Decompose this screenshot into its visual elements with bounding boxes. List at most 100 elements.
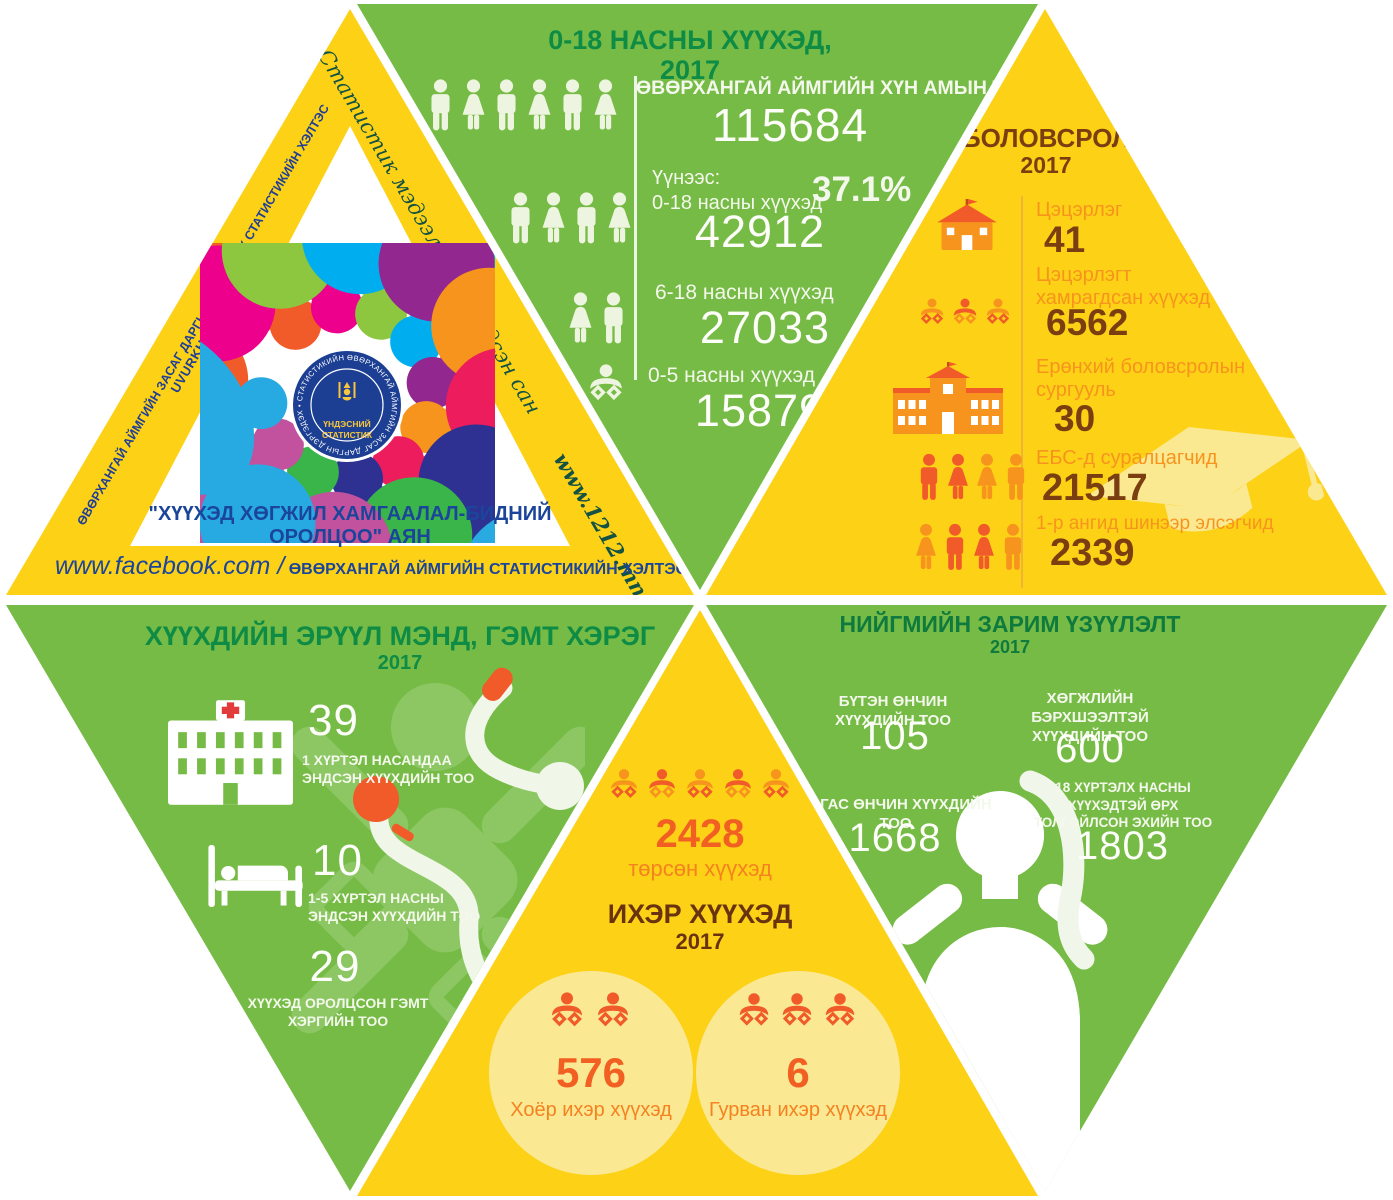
pictogram-infant	[585, 364, 627, 404]
person-male-icon	[941, 514, 969, 580]
of-which-label: Үүнээс:	[652, 167, 721, 189]
pictogram-adults	[425, 73, 621, 137]
school-icon	[893, 362, 1003, 434]
pictogram-children	[565, 286, 629, 350]
total-population-value: 115684	[711, 99, 869, 151]
nso-emblem: ӨВӨРХАНГАЙ АЙМГИЙН ЗАСАГ ДАРГЫН ДЭРГЭДЭХ…	[290, 348, 404, 462]
baby-icon	[983, 298, 1013, 327]
baby-icon	[721, 760, 755, 810]
person-female-icon	[590, 73, 621, 137]
baby-icon	[683, 760, 717, 810]
single-mothers-label: 18 ХҮРТЭЛХ НАСНЫ ХҮҮХЭДТЭЙ ӨРХ ТОЛГОЙЛСО…	[1033, 780, 1213, 831]
age-6-18-value: 27033	[699, 302, 831, 353]
baby-icon	[759, 760, 793, 810]
person-female-icon	[944, 444, 972, 510]
health-year: 2017	[377, 652, 423, 674]
secondary-school-label: Ерөнхий боловсролын сургууль	[1036, 356, 1245, 401]
total-population-label: ӨВӨРХАНГАЙ АЙМГИЙН ХҮН АМЫН ТОО	[636, 77, 1035, 99]
triplets-label: Гурван ихэр хүүхэд	[708, 1099, 887, 1121]
kindergarten-value: 41	[1044, 219, 1086, 260]
hospital-icon	[168, 700, 293, 805]
baby-icon	[778, 987, 816, 1035]
person-female-icon	[524, 73, 555, 137]
students-pictogram	[915, 444, 1030, 510]
triplets-circle: 6 Гурван ихэр хүүхэд	[696, 971, 900, 1175]
crimes-label: ХҮҮХЭД ОРОЛЦСОН ГЭМТ ХЭРГИЙН ТОО	[247, 995, 429, 1029]
baby-icon	[593, 987, 633, 1035]
baby-icon	[645, 760, 679, 810]
baby-icon	[585, 364, 627, 404]
single-mothers-value: 1803	[1076, 824, 1169, 868]
person-female-icon	[912, 514, 940, 580]
social-year: 2017	[989, 637, 1031, 657]
disabled-children-label: ХӨГЖЛИЙН БЭРХШЭЭЛТЭЙ ХҮҮХДИЙН ТОО	[1031, 690, 1149, 745]
twins-circle: 576 Хоёр ихэр хүүхэд	[489, 971, 693, 1175]
facebook-page-text: ӨВӨРХАНГАЙ АЙМГИЙН СТАТИСТИКИЙН ХЭЛТЭС	[288, 561, 688, 578]
facebook-url-text: www.facebook.com /	[55, 552, 285, 580]
kindergarten-label: Цэцэрлэг	[1036, 199, 1123, 221]
first-graders-label: 1-р ангид шинээр элсэгчид	[1036, 513, 1274, 534]
nso-logo: ӨВӨРХАНГАЙ АЙМГИЙН ЗАСАГ ДАРГЫН ДЭРГЭДЭХ…	[200, 243, 495, 543]
twins-title: ИХЭР ХҮҮХЭД	[607, 899, 793, 929]
secondary-school-value: 30	[1054, 398, 1096, 439]
kindergarten-children-label: Цэцэрлэгт хамрагдсан хүүхэд	[1036, 264, 1211, 309]
age-0-5-label: 0-5 насны хүүхэд	[648, 364, 815, 387]
students-value: 21517	[1042, 467, 1148, 509]
baby-icon	[547, 987, 587, 1035]
soyombo-icon	[338, 382, 356, 401]
twins-year: 2017	[675, 928, 725, 954]
disabled-children-value: 600	[1055, 727, 1125, 771]
of-which-block: Үүнээс: 0-18 насны хүүхэд	[652, 166, 822, 216]
bed-icon	[208, 845, 303, 907]
first-graders-value: 2339	[1050, 532, 1135, 574]
born-children-label: төрсөн хүүхэд	[628, 856, 772, 881]
half-orphans-label: ХАГАС ӨНЧИН ХҮҮХДИЙН ТОО	[799, 796, 992, 832]
social-title: НИЙГМИЙН ЗАРИМ ҮЗҮҮЛЭЛТ	[839, 611, 1181, 637]
triplet-babies-pictogram	[735, 987, 859, 1035]
first-graders-pictogram	[912, 514, 1027, 580]
emblem-label-1: ҮНДЭСНИЙ	[323, 418, 370, 429]
person-male-icon	[915, 444, 943, 510]
campaign-title: "ХҮҮХЭД ХӨГЖИЛ ХАМГААЛАЛ-БИДНИЙ ОРОЛЦОО"…	[148, 503, 552, 548]
baby-icon	[917, 298, 947, 327]
twin-babies-pictogram	[547, 987, 633, 1035]
age-0-18-percent: 37.1%	[812, 170, 912, 209]
baby-icon	[950, 298, 980, 327]
babies-pictogram	[917, 298, 1013, 327]
twins-value: 576	[555, 1049, 627, 1096]
age-6-18-label: 6-18 насны хүүхэд	[655, 281, 834, 304]
age-0-18-label: 0-18 насны хүүхэд	[652, 192, 823, 214]
person-female-icon	[458, 73, 489, 137]
person-male-icon	[491, 73, 522, 137]
born-children-value: 2428	[655, 812, 745, 856]
pictogram-youth	[505, 186, 635, 250]
triplets-value: 6	[786, 1049, 810, 1096]
person-male-icon	[557, 73, 588, 137]
health-title: ХҮҮХДИЙН ЭРҮҮЛ МЭНД, ГЭМТ ХЭРЭГ	[144, 621, 656, 651]
ponytail-shape	[1019, 770, 1095, 970]
education-title-block: БОЛОВСРОЛ 2017	[926, 123, 1166, 179]
twins-title-block: ИХЭР ХҮҮХЭД 2017	[545, 899, 855, 954]
person-male-icon	[425, 73, 456, 137]
person-male-icon	[505, 186, 536, 250]
age-0-18-value: 42912	[694, 206, 826, 257]
child-deaths-value: 10	[312, 836, 363, 885]
child-deaths-label: 1-5 ХҮРТЭЛ НАСНЫ ЭНДСЭН ХҮҮХДИЙН ТОО	[308, 890, 481, 924]
emblem-label-2: СТАТИСТИК	[322, 430, 373, 440]
baby-icon	[607, 760, 641, 810]
person-male-icon	[598, 286, 629, 350]
person-male-icon	[1002, 444, 1030, 510]
person-female-icon	[970, 514, 998, 580]
crimes-value: 29	[309, 942, 361, 991]
education-year: 2017	[1020, 152, 1072, 179]
divider-line	[1021, 196, 1023, 588]
person-female-icon	[565, 286, 596, 350]
infant-deaths-value: 39	[308, 696, 359, 745]
facebook-line: www.facebook.com / ӨВӨРХАНГАЙ АЙМГИЙН СТ…	[55, 552, 687, 581]
students-label: ЕБС-д суралцагчид	[1036, 447, 1218, 469]
population-title: 0-18 НАСНЫ ХҮҮХЭД, 2017	[548, 25, 832, 85]
baby-icon	[821, 987, 859, 1035]
full-orphans-label: БҮТЭН ӨНЧИН ХҮҮХДИЙН ТОО	[834, 693, 952, 729]
baby-icon	[735, 987, 773, 1035]
